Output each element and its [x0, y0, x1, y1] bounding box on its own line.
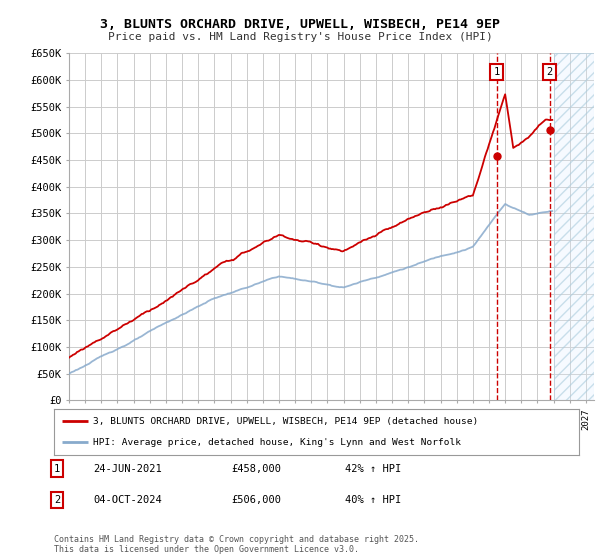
Text: 1: 1	[494, 67, 500, 77]
Text: Price paid vs. HM Land Registry's House Price Index (HPI): Price paid vs. HM Land Registry's House …	[107, 32, 493, 42]
Bar	[554, 53, 594, 400]
Text: Contains HM Land Registry data © Crown copyright and database right 2025.
This d: Contains HM Land Registry data © Crown c…	[54, 535, 419, 554]
Text: 2: 2	[547, 67, 553, 77]
Text: 42% ↑ HPI: 42% ↑ HPI	[345, 464, 401, 474]
Bar	[554, 53, 594, 400]
Text: 3, BLUNTS ORCHARD DRIVE, UPWELL, WISBECH, PE14 9EP: 3, BLUNTS ORCHARD DRIVE, UPWELL, WISBECH…	[100, 18, 500, 31]
Text: £506,000: £506,000	[231, 495, 281, 505]
Text: HPI: Average price, detached house, King's Lynn and West Norfolk: HPI: Average price, detached house, King…	[94, 438, 461, 447]
Text: 2: 2	[54, 495, 60, 505]
Text: 40% ↑ HPI: 40% ↑ HPI	[345, 495, 401, 505]
Text: £458,000: £458,000	[231, 464, 281, 474]
Text: 1: 1	[54, 464, 60, 474]
Text: 24-JUN-2021: 24-JUN-2021	[93, 464, 162, 474]
Text: 04-OCT-2024: 04-OCT-2024	[93, 495, 162, 505]
Text: 3, BLUNTS ORCHARD DRIVE, UPWELL, WISBECH, PE14 9EP (detached house): 3, BLUNTS ORCHARD DRIVE, UPWELL, WISBECH…	[94, 417, 479, 426]
